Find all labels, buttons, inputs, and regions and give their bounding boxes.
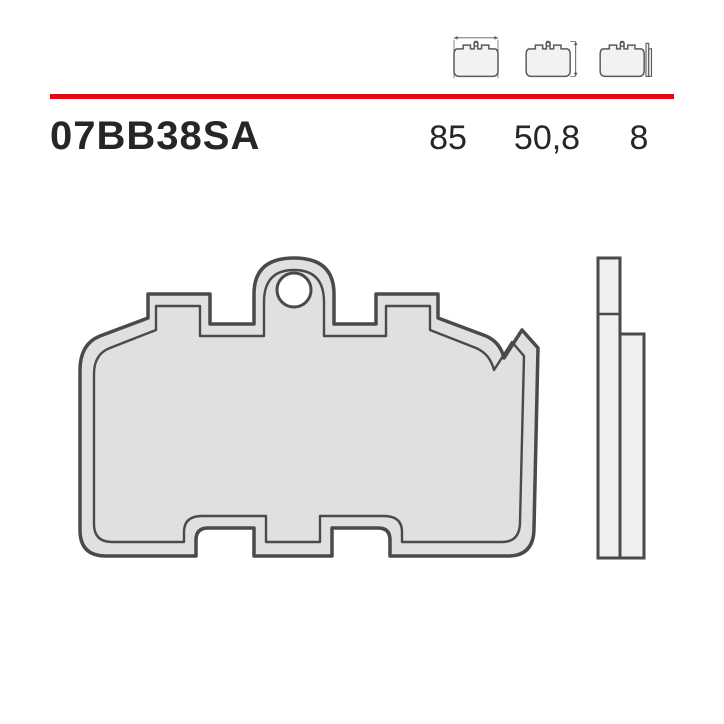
dimension-width: 85 bbox=[406, 119, 490, 158]
height-dimension-icon bbox=[520, 36, 580, 80]
brake-pad-diagram bbox=[50, 240, 674, 580]
front-view bbox=[80, 258, 538, 556]
thickness-dimension-icon bbox=[594, 36, 654, 80]
dimension-icons-row bbox=[446, 36, 654, 80]
spec-row: 07BB38SA 85 50,8 8 bbox=[50, 114, 674, 159]
part-code: 07BB38SA bbox=[50, 114, 260, 159]
dimensions-group: 85 50,8 8 bbox=[406, 119, 674, 158]
side-view bbox=[598, 258, 644, 558]
product-spec-card: 07BB38SA 85 50,8 8 bbox=[0, 0, 724, 724]
width-dimension-icon bbox=[446, 36, 506, 80]
accent-separator bbox=[50, 94, 674, 99]
dimension-thickness: 8 bbox=[604, 119, 674, 158]
dimension-height: 50,8 bbox=[490, 119, 604, 158]
